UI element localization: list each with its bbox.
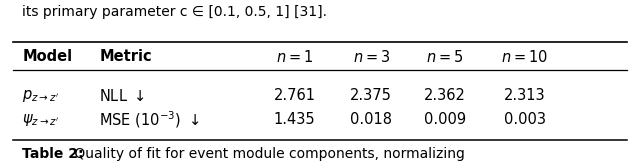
Text: 1.435: 1.435	[273, 112, 316, 127]
Text: its primary parameter c ∈ [0.1, 0.5, 1] [31].: its primary parameter c ∈ [0.1, 0.5, 1] …	[22, 5, 328, 19]
Text: NLL $\downarrow$: NLL $\downarrow$	[99, 88, 145, 104]
Text: $n = 5$: $n = 5$	[426, 49, 463, 65]
Text: $n = 3$: $n = 3$	[353, 49, 390, 65]
Text: 2.313: 2.313	[504, 88, 546, 103]
Text: 0.009: 0.009	[424, 112, 466, 127]
Text: 0.018: 0.018	[350, 112, 392, 127]
Text: $\psi_{z \rightarrow z^{\prime}}$: $\psi_{z \rightarrow z^{\prime}}$	[22, 112, 60, 128]
Text: MSE $(10^{-3})$ $\downarrow$: MSE $(10^{-3})$ $\downarrow$	[99, 109, 200, 130]
Text: 2.375: 2.375	[350, 88, 392, 103]
Text: $p_{z \rightarrow z^{\prime}}$: $p_{z \rightarrow z^{\prime}}$	[22, 88, 60, 104]
Text: Model: Model	[22, 49, 72, 64]
Text: Quality of fit for event module components, normalizing: Quality of fit for event module componen…	[70, 147, 465, 161]
Text: $n = 10$: $n = 10$	[501, 49, 548, 65]
Text: 2.362: 2.362	[424, 88, 466, 103]
Text: Metric: Metric	[99, 49, 152, 64]
Text: Table 2:: Table 2:	[22, 147, 84, 161]
Text: 2.761: 2.761	[273, 88, 316, 103]
Text: $n = 1$: $n = 1$	[276, 49, 313, 65]
Text: 0.003: 0.003	[504, 112, 546, 127]
